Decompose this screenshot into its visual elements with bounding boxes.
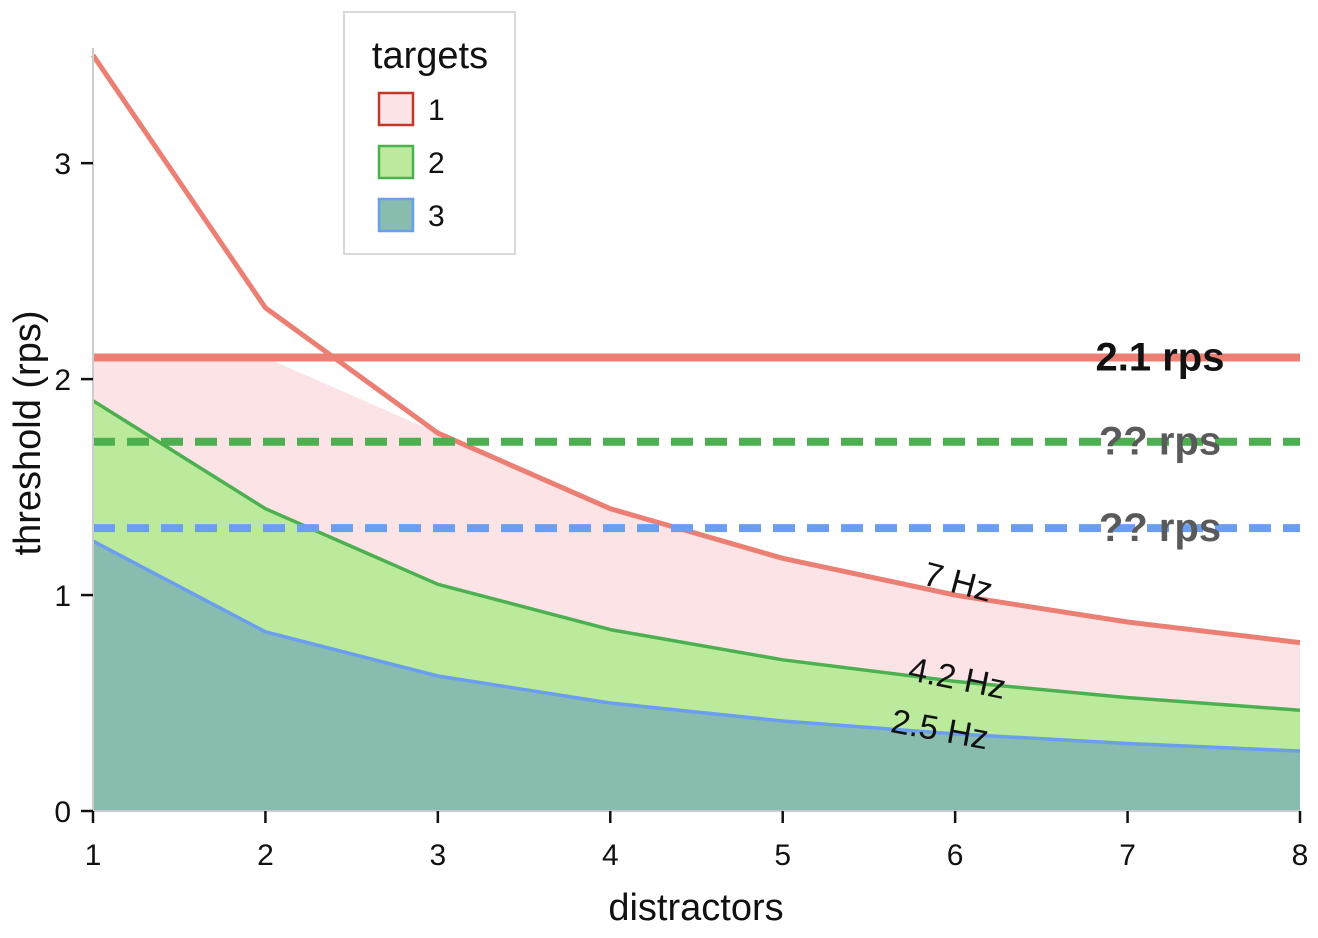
x-tick-label-1: 1 <box>85 839 102 872</box>
y-tick-label-0: 0 <box>54 796 71 829</box>
area-series-3 <box>93 541 1300 811</box>
line-series-1 <box>90 53 1301 646</box>
axes <box>92 48 1300 812</box>
x-tick-label-3: 3 <box>430 839 447 872</box>
x-tick-label-4: 4 <box>602 839 619 872</box>
legend-title: targets <box>372 35 488 77</box>
legend-label-1: 1 <box>428 94 445 127</box>
x-axis-label: distractors <box>608 887 783 929</box>
legend-box <box>343 11 516 255</box>
x-tick-label-6: 6 <box>947 839 964 872</box>
x-tick-label-7: 7 <box>1119 839 1136 872</box>
series-areas <box>93 357 1300 811</box>
reference-line-labels: 2.1 rps ?? rps ?? rps <box>1096 336 1225 551</box>
reference-line-label-1: 2.1 rps <box>1096 336 1225 380</box>
legend-swatch-2 <box>377 144 415 180</box>
legend-swatch-3 <box>377 197 415 233</box>
reference-line-label-2: ?? rps <box>1099 420 1221 464</box>
reference-lines <box>93 353 1300 533</box>
y-tick-label-2: 2 <box>54 364 71 397</box>
legend: targets 1 2 3 <box>343 11 516 255</box>
series-lines <box>90 53 1301 753</box>
line-series-2 <box>92 399 1301 712</box>
reference-line-label-3: ?? rps <box>1099 506 1221 550</box>
y-tick-label-3: 3 <box>54 148 71 181</box>
legend-label-2: 2 <box>428 147 445 180</box>
y-axis-label: threshold (rps) <box>7 311 49 556</box>
legend-swatch-1 <box>377 91 415 127</box>
line-series-3 <box>92 539 1301 753</box>
legend-label-3: 3 <box>428 200 445 233</box>
x-tick-label-2: 2 <box>257 839 274 872</box>
legend-entries: 1 2 3 <box>377 91 445 233</box>
x-tick-label-5: 5 <box>774 839 791 872</box>
y-tick-label-1: 1 <box>54 580 71 613</box>
x-tick-label-8: 8 <box>1292 839 1309 872</box>
